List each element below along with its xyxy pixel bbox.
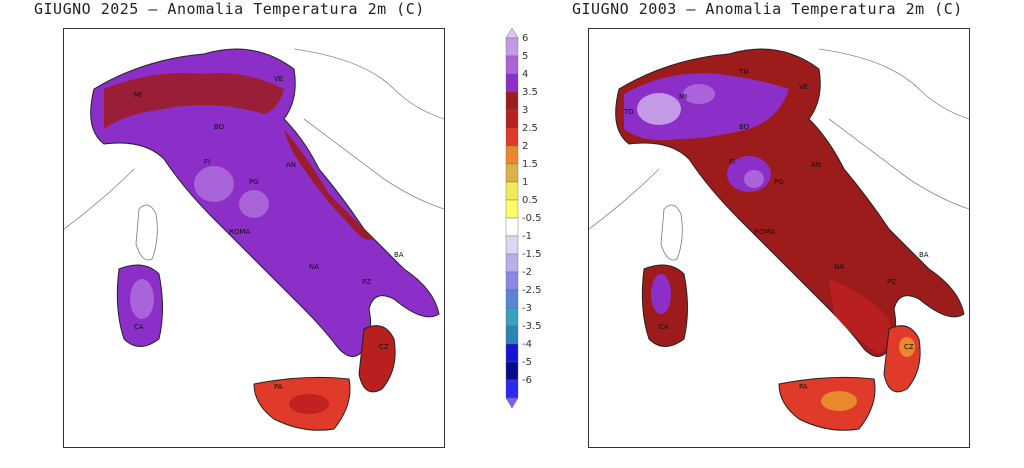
city-label: NA: [834, 263, 844, 271]
colorbar-swatch: [505, 73, 519, 93]
colorbar-tick-label: 4: [522, 69, 528, 80]
city-label: ROMA: [754, 228, 775, 236]
color-legend: 6 5 4 3.5 3 2.5 2 1.5 1 0.5 -0.5 -1 -1.5 -2 -2.5 -3 -3.5…: [505, 27, 542, 409]
city-label: VE: [799, 83, 808, 91]
italy-map-2025: MI VE BO AN FI PG ROMA NA BA PZ CA CZ PA: [64, 48, 444, 431]
colorbar-swatch: [505, 163, 519, 183]
colorbar-swatch: [505, 181, 519, 201]
map-panel-2025: MI VE BO AN FI PG ROMA NA BA PZ CA CZ PA: [63, 28, 445, 448]
colorbar-tick-label: -6: [522, 375, 532, 386]
city-label: FI: [729, 158, 735, 166]
city-label: VE: [274, 75, 283, 83]
city-label: AN: [811, 161, 821, 169]
colorbar-swatch: [505, 253, 519, 273]
colorbar-tick-label: -2.5: [522, 285, 542, 296]
colorbar-swatch: [505, 199, 519, 219]
colorbar-tick-label: -4: [522, 339, 532, 350]
city-label: AN: [286, 161, 296, 169]
colorbar-tick-label: 2.5: [522, 123, 538, 134]
colorbar-swatch: [505, 145, 519, 165]
city-label: MI: [679, 93, 687, 101]
colorbar-swatch: [505, 307, 519, 327]
colorbar-tick-label: 6: [522, 33, 528, 44]
colorbar-swatch: [505, 55, 519, 75]
colorbar-tick-label: 5: [522, 51, 528, 62]
city-label: MI: [134, 91, 142, 99]
colorbar-swatch: [505, 109, 519, 129]
city-label: PA: [274, 383, 283, 391]
city-label: CZ: [379, 343, 389, 351]
colorbar-swatch: [505, 37, 519, 57]
colorbar-tick-label: 1.5: [522, 159, 538, 170]
city-label: CA: [659, 323, 669, 331]
colorbar-arrow-top: [505, 27, 519, 39]
colorbar-swatch: [505, 289, 519, 309]
city-label: CA: [134, 323, 144, 331]
colorbar-tick-label: -5: [522, 357, 532, 368]
colorbar-tick-label: 3: [522, 105, 528, 116]
colorbar-tick-label: -3.5: [522, 321, 542, 332]
colorbar-tick-label: -0.5: [522, 213, 542, 224]
city-label: PZ: [887, 278, 896, 286]
colorbar-arrow-bottom: [505, 397, 519, 409]
city-label: TO: [623, 108, 634, 116]
city-label: ROMA: [229, 228, 250, 236]
colorbar-swatch: [505, 235, 519, 255]
colorbar-tick-label: 0.5: [522, 195, 538, 206]
city-label: FI: [204, 158, 210, 166]
map-title-2003: GIUGNO 2003 – Anomalia Temperatura 2m (C…: [572, 0, 963, 18]
colorbar-swatch: [505, 91, 519, 111]
colorbar-swatch: [505, 217, 519, 237]
city-label: PG: [774, 178, 784, 186]
city-label: PA: [799, 383, 808, 391]
map-panel-2003: TO MI TN BO VE AN FI PG ROMA NA BA PZ CA…: [588, 28, 970, 448]
colorbar-swatch: [505, 361, 519, 381]
city-label: TN: [738, 68, 749, 76]
colorbar-swatch: [505, 325, 519, 345]
colorbar-swatch: [505, 379, 519, 399]
city-label: BO: [214, 123, 225, 131]
city-label: PZ: [362, 278, 371, 286]
city-label: BA: [394, 251, 404, 259]
colorbar-swatch: [505, 343, 519, 363]
colorbar-tick-label: -1.5: [522, 249, 542, 260]
map-title-2025: GIUGNO 2025 – Anomalia Temperatura 2m (C…: [34, 0, 425, 18]
city-label: NA: [309, 263, 319, 271]
city-label: BA: [919, 251, 929, 259]
city-label: PG: [249, 178, 259, 186]
italy-map-2003: TO MI TN BO VE AN FI PG ROMA NA BA PZ CA…: [589, 48, 969, 431]
colorbar-tick-label: -2: [522, 267, 532, 278]
colorbar-tick-label: 3.5: [522, 87, 538, 98]
city-label: CZ: [904, 343, 914, 351]
colorbar-swatch: [505, 271, 519, 291]
city-label: BO: [739, 123, 750, 131]
colorbar-tick-label: 1: [522, 177, 528, 188]
colorbar-tick-label: -1: [522, 231, 532, 242]
colorbar-tick-label: -3: [522, 303, 532, 314]
colorbar-tick-label: 2: [522, 141, 528, 152]
colorbar-swatch: [505, 127, 519, 147]
